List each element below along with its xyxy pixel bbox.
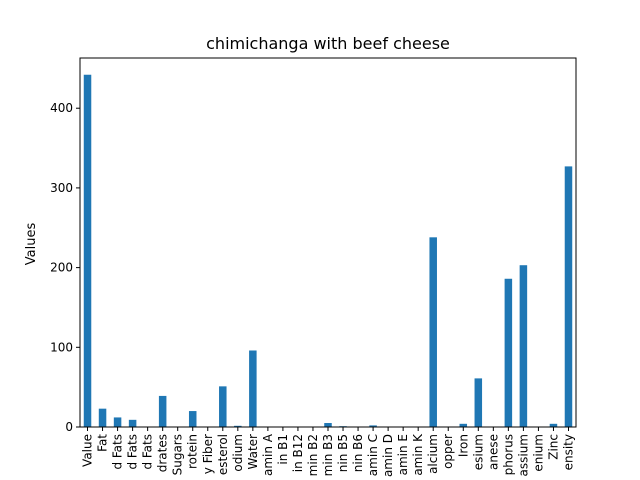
- x-tick-label-32: ensity: [561, 434, 575, 470]
- x-tick-label-19: amin C: [366, 434, 380, 476]
- x-tick-label-3: d Fats: [126, 434, 140, 470]
- bar-26: [474, 378, 483, 427]
- bar-7: [188, 411, 197, 427]
- x-tick-label-16: min B3: [321, 434, 335, 476]
- bar-16: [324, 423, 332, 427]
- y-tick-label-1: 100: [50, 340, 73, 354]
- x-tick-label-22: amin K: [411, 433, 425, 476]
- bar-5: [158, 395, 167, 427]
- bar-2: [113, 417, 122, 427]
- bar-28: [504, 278, 513, 427]
- bar-29: [519, 265, 528, 427]
- x-tick-label-29: assium: [516, 434, 530, 477]
- x-tick-label-24: opper: [441, 434, 455, 469]
- bar-10: [234, 425, 242, 427]
- x-tick-label-20: amin D: [381, 434, 395, 477]
- bar-3: [128, 419, 137, 427]
- x-tick-label-8: y Fiber: [201, 434, 215, 474]
- x-tick-label-28: phorus: [501, 434, 515, 475]
- bar-32: [564, 166, 573, 427]
- x-tick-label-25: Iron: [456, 434, 470, 457]
- y-ticks: 0 100 200 300 400: [50, 101, 80, 434]
- y-axis-label: Values: [24, 223, 39, 266]
- x-tick-label-14: in B12: [291, 434, 305, 472]
- x-tick-label-11: Water: [246, 434, 260, 470]
- plot-frame: [79, 57, 577, 428]
- x-tick-label-31: Zinc: [546, 434, 560, 460]
- x-ticks: Value Fat d Fats d Fats d Fats drates Sugars ro…: [81, 427, 575, 477]
- y-tick-label-3: 300: [50, 181, 73, 195]
- x-tick-label-6: Sugars: [171, 434, 185, 475]
- x-tick-label-18: nin B6: [351, 434, 365, 472]
- x-tick-label-2: d Fats: [111, 434, 125, 470]
- x-tick-label-0: Value: [81, 434, 95, 467]
- y-tick-label-4: 400: [50, 101, 73, 115]
- bar-25: [459, 423, 468, 427]
- bar-19: [369, 425, 377, 427]
- x-tick-label-26: esium: [471, 434, 485, 470]
- x-tick-label-5: drates: [156, 434, 170, 472]
- x-tick-label-23: alcium: [426, 434, 440, 474]
- x-tick-label-30: enium: [531, 434, 545, 472]
- bar-1: [98, 408, 107, 427]
- bar-9: [219, 386, 227, 427]
- bar-23: [429, 237, 437, 427]
- bar-31: [549, 423, 558, 427]
- x-tick-label-1: Fat: [96, 434, 110, 452]
- bar-0: [83, 74, 92, 427]
- x-tick-label-13: in B1: [276, 434, 290, 465]
- x-tick-label-15: min B2: [306, 434, 320, 476]
- x-tick-label-4: d Fats: [141, 434, 155, 470]
- x-tick-label-10: odium: [231, 434, 245, 472]
- y-tick-label-2: 200: [50, 261, 73, 275]
- bars-group: [83, 74, 573, 427]
- x-tick-label-21: amin E: [396, 434, 410, 475]
- chart-title: chimichanga with beef cheese: [206, 34, 450, 53]
- x-tick-label-17: nin B5: [336, 434, 350, 472]
- x-tick-label-27: anese: [486, 434, 500, 470]
- y-tick-label-0: 0: [65, 420, 73, 434]
- x-tick-label-12: amin A: [261, 433, 275, 476]
- x-tick-label-9: esterol: [216, 434, 230, 475]
- x-tick-label-7: rotein: [186, 434, 200, 469]
- bar-11: [249, 350, 257, 427]
